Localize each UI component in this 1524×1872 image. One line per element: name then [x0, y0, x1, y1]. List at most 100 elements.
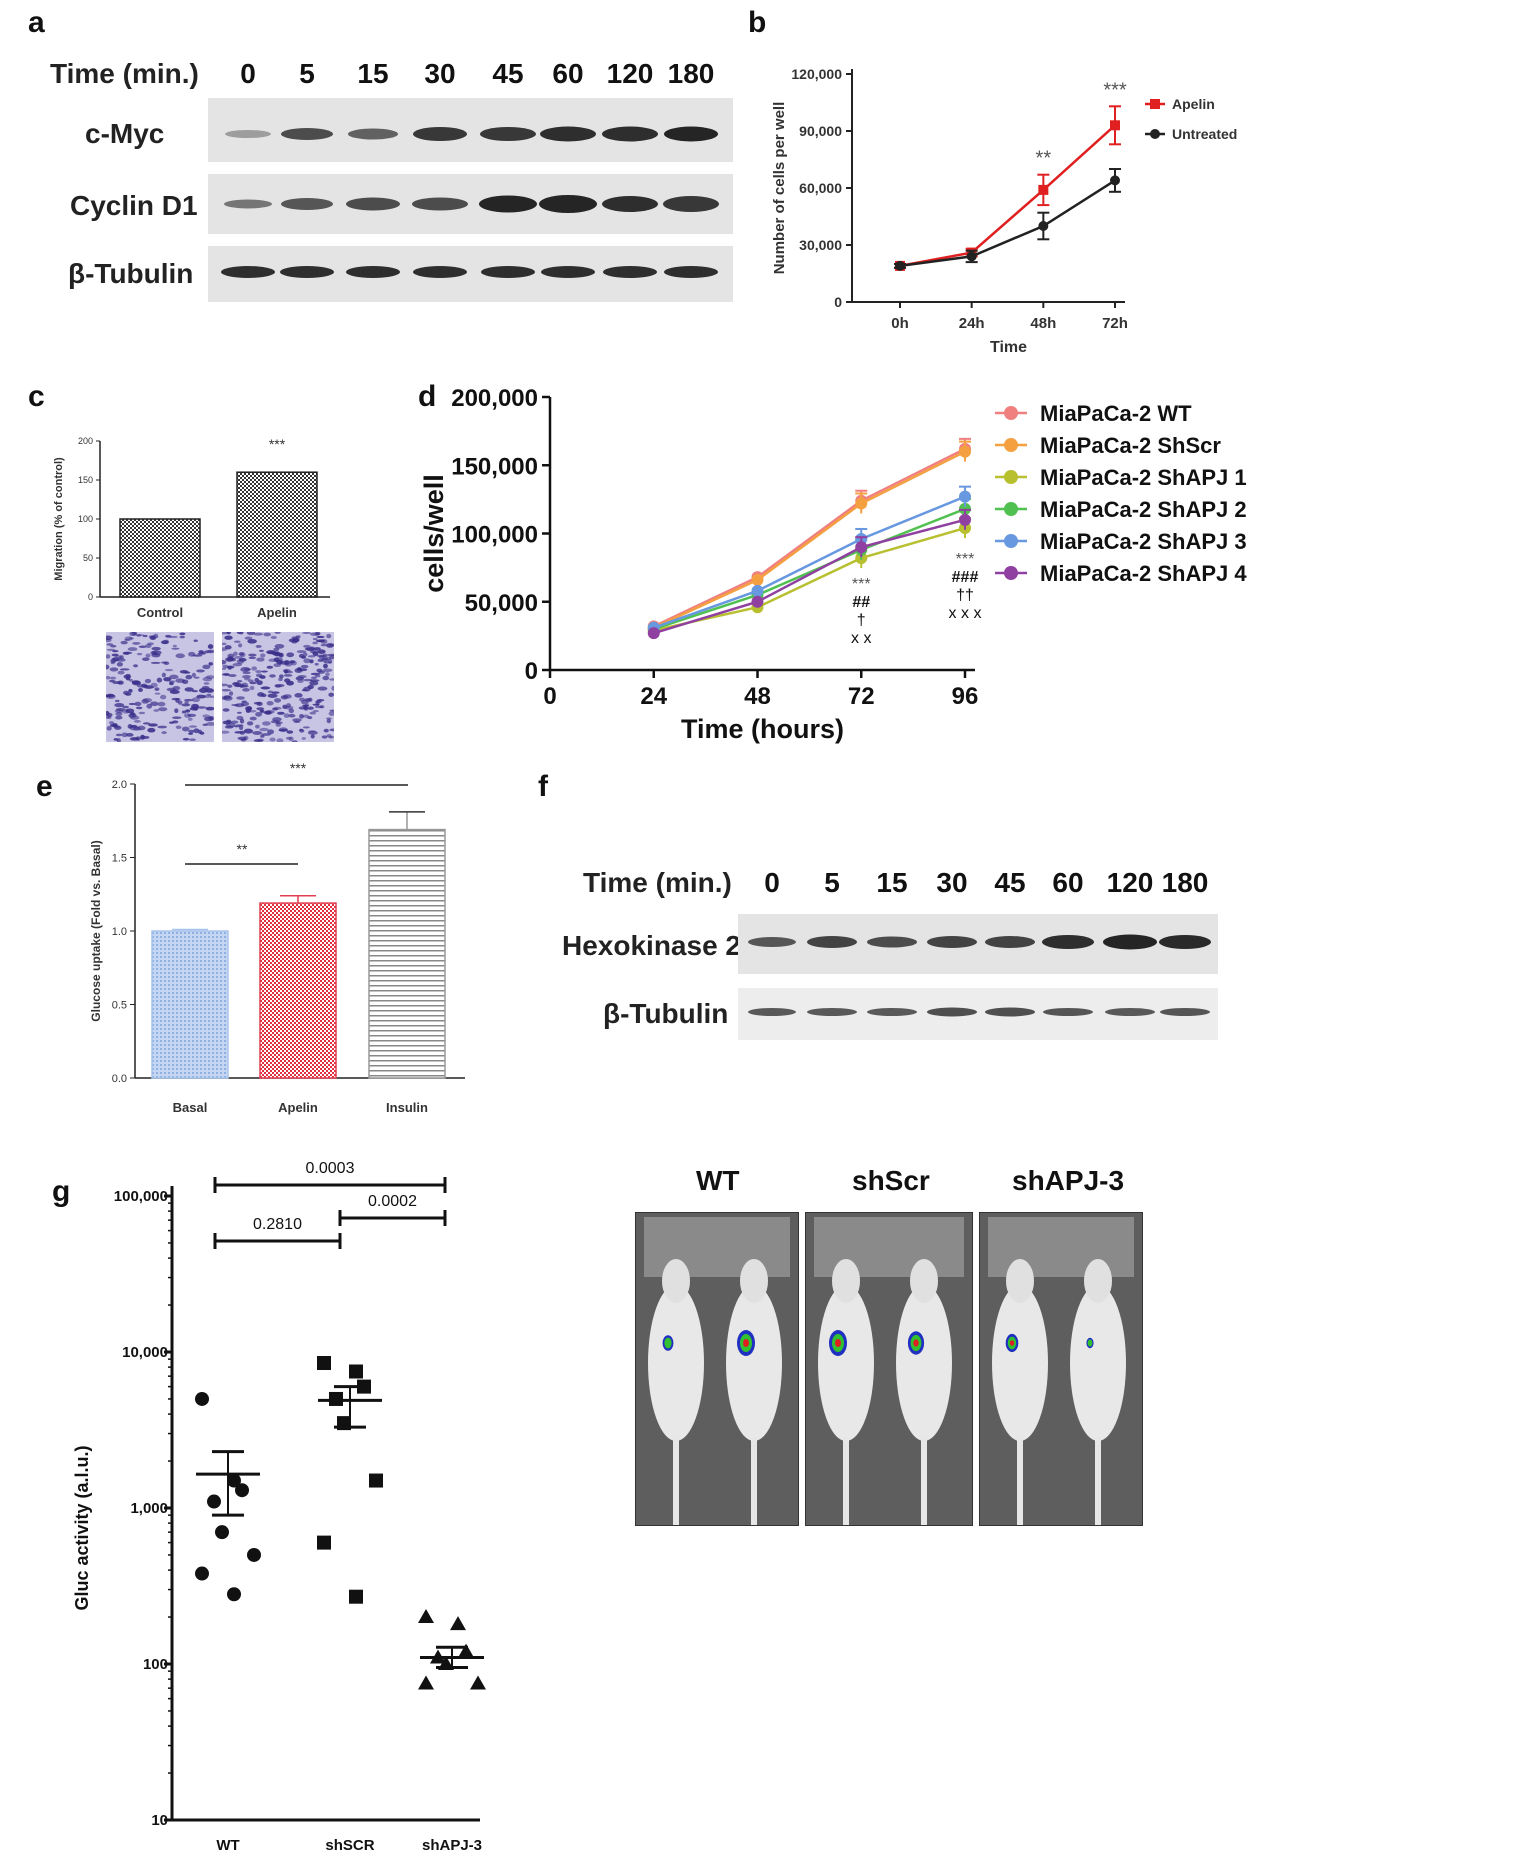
legend-label: MiaPaCa-2 WT [1040, 401, 1192, 426]
x-tick-label: Apelin [257, 605, 297, 620]
cell [267, 690, 274, 694]
blot-band [1105, 1008, 1155, 1016]
cell [298, 706, 307, 710]
cell [135, 736, 141, 741]
x-tick-label: Insulin [386, 1100, 428, 1115]
cell [323, 663, 328, 669]
cell [149, 635, 157, 641]
luminescence-signal [664, 1337, 672, 1349]
cell [325, 717, 332, 720]
cell [316, 698, 325, 702]
cell [231, 658, 236, 662]
data-point [1110, 120, 1120, 131]
mouse-tail [843, 1438, 849, 1525]
y-axis-label: Number of cells per well [771, 102, 788, 275]
cell [256, 657, 265, 662]
data-point [855, 541, 868, 554]
cell [269, 737, 276, 742]
cell [227, 653, 235, 659]
bar [368, 828, 446, 1079]
significance-label: † [857, 612, 866, 629]
cell [114, 709, 124, 714]
blot-band [927, 1007, 977, 1017]
x-tick-label: 48 [744, 683, 771, 710]
x-tick-label: 48h [1030, 315, 1056, 332]
blot-time-label: 45 [994, 867, 1026, 898]
blot-bands [221, 266, 718, 278]
cell [266, 701, 274, 706]
legend-marker [1150, 129, 1160, 139]
cell [284, 678, 291, 683]
blot-bands [748, 934, 1211, 950]
y-tick-label: 1.5 [112, 853, 127, 865]
y-axis-label: Glucose uptake (Fold vs. Basal) [89, 840, 103, 1021]
cell [219, 630, 230, 635]
cell [299, 713, 304, 719]
cell [208, 715, 214, 721]
cell [284, 660, 290, 666]
legend-marker [1004, 566, 1018, 580]
cell [184, 700, 189, 705]
cell [302, 652, 308, 657]
cell [319, 705, 325, 709]
y-axis-label: Migration (% of control) [53, 457, 65, 581]
cell [222, 664, 229, 668]
cell [151, 653, 161, 658]
cell [223, 695, 233, 701]
cell [147, 727, 156, 733]
y-tick-label: 2.0 [112, 779, 127, 791]
blot-band [479, 195, 537, 213]
cell [121, 732, 128, 738]
significance-label: †† [956, 587, 974, 604]
cell [318, 670, 325, 674]
y-axis-label: cells/well [419, 474, 449, 593]
data-point [1110, 175, 1120, 186]
legend-label: MiaPaCa-2 ShScr [1040, 433, 1221, 458]
y-tick-label: 50 [83, 553, 93, 563]
cell [188, 651, 196, 657]
cell [140, 734, 145, 740]
cell [206, 693, 212, 696]
blot-band [346, 266, 400, 278]
blot-band [807, 936, 857, 948]
x-tick-label: 96 [952, 683, 979, 710]
mouse-body [648, 1285, 704, 1441]
cell [310, 672, 321, 676]
blot-a-row-label: Cyclin D1 [70, 190, 198, 221]
cell [242, 675, 251, 679]
cell [236, 696, 245, 700]
significance-label: *** [269, 436, 286, 452]
migration-image-control [102, 630, 216, 744]
data-point [247, 1547, 261, 1562]
y-tick-label: 50,000 [465, 590, 538, 617]
cell [298, 668, 308, 672]
data-point [215, 1525, 229, 1540]
cell [103, 635, 113, 640]
cell [157, 725, 168, 729]
cell [164, 669, 174, 672]
y-tick-label: 100,000 [451, 522, 538, 549]
significance-label: x x x [949, 605, 982, 622]
cell [266, 665, 274, 669]
cell [169, 721, 175, 724]
mouse-head [662, 1259, 690, 1303]
cell [175, 678, 185, 683]
y-tick-label: 0 [525, 658, 538, 685]
data-point [895, 260, 905, 271]
cell [142, 657, 150, 662]
cell [274, 684, 282, 688]
cell [288, 713, 296, 718]
panel-g-letter: g [52, 1175, 71, 1208]
cell [246, 630, 256, 636]
legend-label: MiaPaCa-2 ShAPJ 3 [1040, 529, 1247, 554]
cell [260, 686, 271, 690]
legend-label: Apelin [1172, 96, 1215, 112]
cell [309, 679, 320, 682]
panel-a-letter: a [28, 6, 45, 39]
panel-b-letter: b [748, 6, 767, 39]
chart-g: 10 100 1,000 10,000 100,000 Gluc activity (a.… [72, 1160, 486, 1854]
cell [221, 642, 227, 646]
cell [301, 737, 306, 740]
legend-label: MiaPaCa-2 ShAPJ 4 [1040, 561, 1247, 586]
data-point [317, 1356, 331, 1371]
